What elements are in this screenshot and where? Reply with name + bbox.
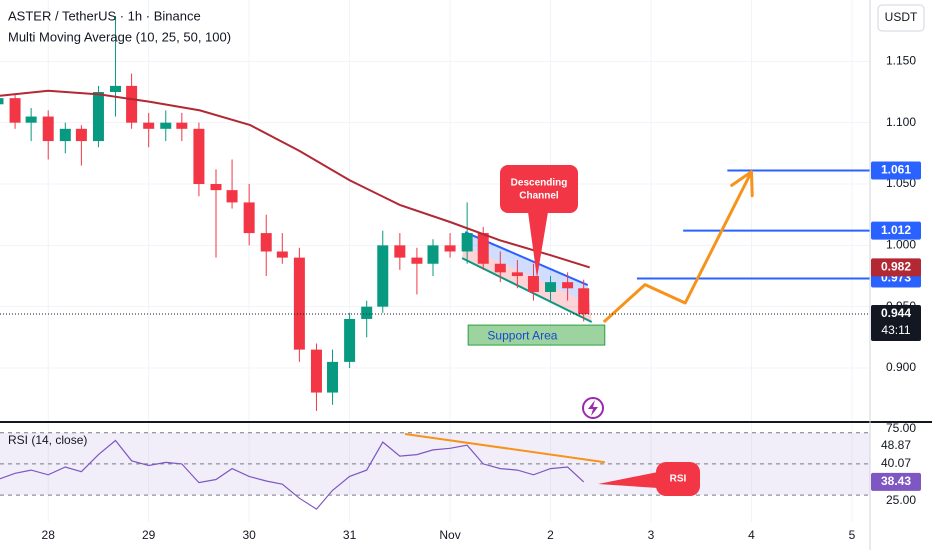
candle-body [461, 233, 473, 252]
price-badge-bg [871, 305, 921, 342]
callout-pointer [528, 212, 548, 278]
y-tick-label: 1.000 [886, 238, 916, 252]
candle-body [545, 282, 557, 292]
chart-title: ASTER / TetherUS · 1h · Binance [8, 8, 201, 23]
candle-body [110, 85, 122, 93]
callout-box [500, 165, 578, 213]
candle-body [75, 128, 87, 142]
currency: USDT [885, 10, 918, 24]
plot: Support Area [0, 15, 870, 510]
callout-text: Descending [511, 178, 568, 189]
y-tick-label: 0.900 [886, 360, 916, 374]
callout-text: Channel [519, 191, 559, 202]
candle-body [9, 98, 21, 123]
candle-body [427, 245, 439, 264]
candle-body [477, 233, 489, 264]
level-badge-bg [871, 221, 921, 240]
alert-bolt [588, 400, 598, 416]
ma-badge-bg [871, 258, 921, 277]
candle-body [444, 245, 456, 252]
candle-body [578, 288, 590, 315]
rsi-callout-pointer [598, 472, 658, 488]
rsi-title: RSI (14, close) [8, 433, 87, 447]
candle-body [176, 122, 188, 129]
rsi-line [0, 439, 585, 510]
rsi-tick-label: 25.00 [886, 493, 916, 507]
projection-arrowhead [730, 170, 753, 187]
candle-body [276, 251, 288, 258]
projection [602, 171, 753, 324]
support-label: Support Area [487, 328, 557, 342]
candle-body [42, 116, 54, 142]
rsi-divergence [404, 433, 605, 464]
countdown: 43:11 [881, 323, 910, 337]
rsi-badge: 38.43 [881, 474, 911, 488]
rsi-callout-text: RSI [670, 474, 687, 485]
candle-body [126, 85, 138, 123]
candle-body [394, 245, 406, 258]
level-badge: 1.061 [881, 163, 911, 177]
rsi-value-label: 40.07 [881, 456, 911, 470]
x-tick-label: 31 [343, 528, 357, 542]
candle-body [160, 122, 172, 129]
candle-body [210, 184, 222, 191]
candle-body [361, 306, 373, 319]
channel-fill [462, 245, 592, 323]
candle-body [310, 349, 322, 393]
x-tick-label: 2 [547, 528, 554, 542]
grid [0, 0, 870, 522]
candle-body [344, 318, 356, 362]
rsi-badge-bg [871, 472, 921, 491]
candle-body [327, 361, 339, 393]
candle-body [92, 92, 104, 142]
x-tick-label: 4 [748, 528, 755, 542]
level-badge-bg [871, 161, 921, 180]
candle-body [562, 282, 574, 289]
x-tick-label: Nov [439, 528, 460, 542]
currency-box[interactable] [877, 4, 925, 32]
candle-body [377, 245, 389, 307]
y-tick-label: 1.150 [886, 54, 916, 68]
rsi-tick-label: 75.00 [886, 421, 916, 435]
indicator-title: Multi Moving Average (10, 25, 50, 100) [8, 29, 231, 44]
moving-average [0, 89, 590, 269]
candle-body [193, 128, 205, 185]
y-tick-label: 1.100 [886, 115, 916, 129]
price-badge: 0.944 [881, 306, 911, 320]
x-tick-label: 29 [142, 528, 156, 542]
candle-body [411, 257, 423, 264]
candle-body [511, 272, 523, 277]
channel-fill [463, 232, 590, 304]
x-tick-label: 30 [242, 528, 256, 542]
candle-body [25, 116, 37, 123]
candle-body [527, 276, 539, 292]
candle-body [226, 190, 238, 203]
x-tick-label: 5 [849, 528, 856, 542]
candle-body [293, 257, 305, 350]
candle-body [243, 202, 255, 234]
rsi-callout-box [656, 462, 700, 496]
level-badge: 1.012 [881, 223, 911, 237]
candle-body [260, 233, 272, 252]
x-tick-label: 28 [42, 528, 56, 542]
ma-badge: 0.982 [881, 260, 911, 274]
projection-arrowhead [749, 170, 754, 198]
candle-body [143, 122, 155, 129]
x-tick-label: 3 [648, 528, 655, 542]
rsi-value-label: 48.87 [881, 438, 911, 452]
y-tick-label: 1.050 [886, 176, 916, 190]
candle-body [0, 98, 4, 105]
candle-body [59, 128, 71, 142]
candle-body [494, 263, 506, 273]
support-area [467, 324, 606, 346]
